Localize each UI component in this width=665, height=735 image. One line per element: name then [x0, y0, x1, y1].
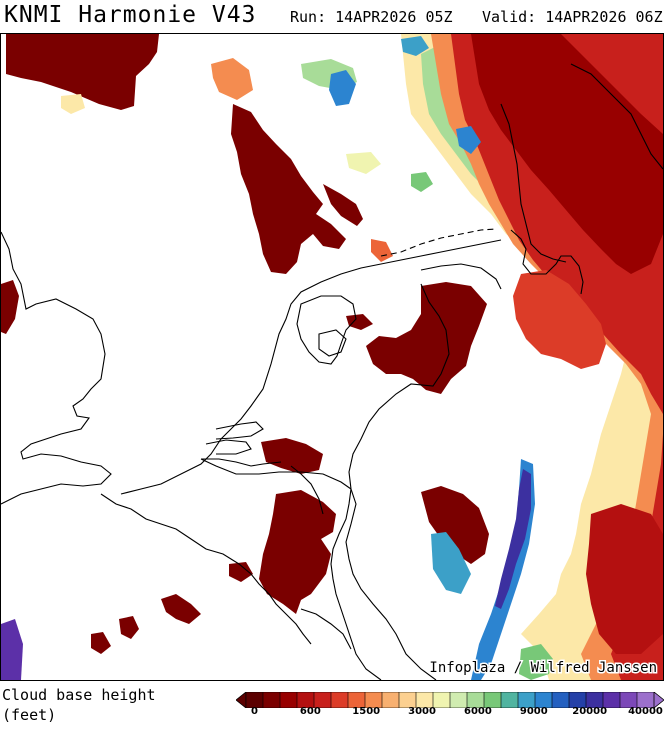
- colorbar-arrow-right: [653, 692, 664, 708]
- convective-band: [1, 459, 553, 680]
- cloud-patch-yellow-1: [346, 152, 381, 174]
- valid-time-label: Valid: 14APR2026 06Z: [482, 8, 663, 26]
- front-darkred-core: [471, 34, 663, 274]
- coastline-denmark: [500, 103, 567, 263]
- cloud-area-brabant: [261, 438, 323, 474]
- colorbar-swatch: [279, 692, 298, 708]
- border-be-fr: [100, 493, 312, 645]
- run-time-label: Run: 14APR2026 05Z: [290, 8, 453, 26]
- cloud-patch-yellow-2: [61, 94, 85, 114]
- colorbar-swatch: [500, 692, 519, 708]
- map-canvas: Infoplaza / Wilfred Janssen: [1, 34, 663, 680]
- frontal-band: [401, 34, 663, 680]
- band-purple-core: [495, 469, 531, 609]
- header: KNMI Harmonie V43 Run: 14APR2026 05Z Val…: [0, 0, 665, 32]
- border-nl-be: [200, 458, 352, 490]
- coastline-germany-east: [570, 63, 663, 170]
- coastline-frisian-islands: [380, 228, 497, 257]
- band-lightblue-west: [431, 532, 471, 594]
- colorbar-swatch: [551, 692, 570, 708]
- cloud-area-northsea-streak: [323, 184, 363, 226]
- legend-title-line1: Cloud base height: [2, 686, 156, 704]
- cloud-patch-orange-1: [211, 58, 253, 100]
- rhine-river: [290, 465, 324, 515]
- legend-title-line2: (feet): [2, 706, 57, 724]
- coastline-nl-be: [120, 239, 502, 495]
- colorbar-tick-label: 0: [251, 706, 258, 717]
- front-orange-tongue: [513, 270, 606, 369]
- cloud-area-east-nl: [366, 282, 487, 394]
- cloud-area-northsea-central: [231, 104, 346, 274]
- colorbar-swatch: [381, 692, 400, 708]
- coastline-german-bight: [510, 229, 584, 295]
- colorbar-tick-label: 600: [299, 706, 321, 717]
- colorbar-swatches: [236, 692, 664, 708]
- colorbar-swatch: [330, 692, 349, 708]
- model-title: KNMI Harmonie V43: [4, 2, 257, 28]
- ijsselmeer-shore: [296, 295, 357, 365]
- legend-title: Cloud base height (feet): [2, 685, 156, 725]
- colorbar-tick-label: 40000: [628, 706, 663, 717]
- coastlines: [1, 63, 663, 680]
- wadden-coast: [420, 263, 502, 290]
- scattered-cloud: [61, 36, 481, 262]
- cloud-area-liege: [421, 486, 489, 564]
- cloud-area-uk-coast: [1, 280, 19, 334]
- low-cloud-areas: [1, 34, 489, 654]
- delta-estuary-3: [201, 458, 282, 467]
- colorbar-tick-label: 6000: [464, 706, 492, 717]
- colorbar-arrow-left: [236, 692, 247, 708]
- cloud-patch-blue-1: [329, 70, 356, 106]
- cloud-area-france-2: [119, 616, 139, 639]
- border-nl-de: [345, 283, 450, 680]
- border-lux: [300, 608, 352, 650]
- band-green-south: [519, 644, 553, 680]
- map-credit: Infoplaza / Wilfred Janssen: [429, 660, 657, 676]
- coastline-uk: [1, 231, 112, 505]
- cloud-area-ijsselmeer: [346, 314, 373, 330]
- colorbar-tick-label: 9000: [519, 706, 548, 717]
- border-be-de: [330, 488, 382, 680]
- front-south-red: [586, 504, 663, 654]
- colorbar-tick-label: 3000: [408, 706, 436, 717]
- delta-estuary-1: [215, 421, 264, 440]
- cloud-area-northwest: [6, 34, 159, 110]
- cloud-patch-orange-2: [371, 239, 393, 262]
- delta-estuary-2: [205, 439, 252, 455]
- cloud-area-france-3: [91, 632, 111, 654]
- colorbar-swatch: [262, 692, 281, 708]
- flevoland-outline: [318, 329, 347, 357]
- cloud-patch-green-2: [411, 172, 433, 192]
- cloud-area-belgium: [259, 490, 336, 614]
- cloud-area-france-1: [161, 594, 201, 624]
- colorbar-tick-label: 1500: [352, 706, 381, 717]
- colorbar: [236, 692, 664, 708]
- band-purple-corner: [1, 619, 23, 680]
- cloud-patch-cyan: [401, 36, 429, 56]
- colorbar-tick-label: 20000: [572, 706, 608, 717]
- cloud-base-map: Infoplaza / Wilfred Janssen: [0, 33, 664, 681]
- cloud-patch-blue-2: [456, 126, 481, 154]
- cloud-area-france-4: [229, 562, 253, 582]
